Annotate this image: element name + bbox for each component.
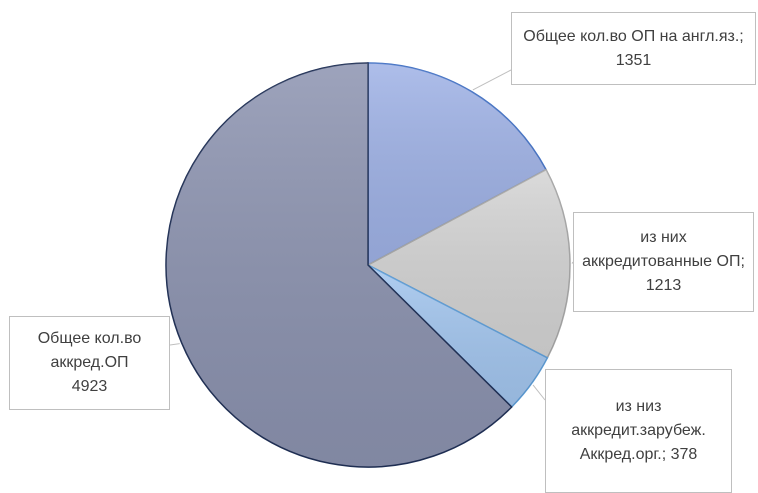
data-label: Общее кол.во ОП на англ.яз.; 1351 [511,12,756,85]
data-label: Общее кол.во аккред.ОП 4923 [9,316,170,410]
label-category: из низ аккредит.зарубеж. Аккред.орг.; [571,398,706,463]
label-value: 1213 [645,277,682,294]
slice-shade [368,63,547,265]
slice-shade [368,169,570,358]
label-value: 378 [670,446,698,463]
leader-line [472,69,512,91]
slice-shade [165,63,512,467]
data-label: из них аккредитованные ОП; 1213 [573,212,754,312]
leader-line [532,384,546,401]
leader-line [571,261,574,264]
label-category: Общее кол.во аккред.ОП [37,330,142,371]
label-value: 1351 [615,51,652,69]
leader-line [169,343,180,346]
slices [165,62,571,468]
data-label: из низ аккредит.зарубеж. Аккред.орг.; 37… [545,369,732,493]
label-category: из них аккредитованные ОП; [582,229,745,270]
slice-shade [368,265,548,407]
leaders [169,69,574,401]
label-value: 4923 [71,378,108,395]
label-category: Общее кол.во ОП на англ.яз.; [523,27,744,45]
